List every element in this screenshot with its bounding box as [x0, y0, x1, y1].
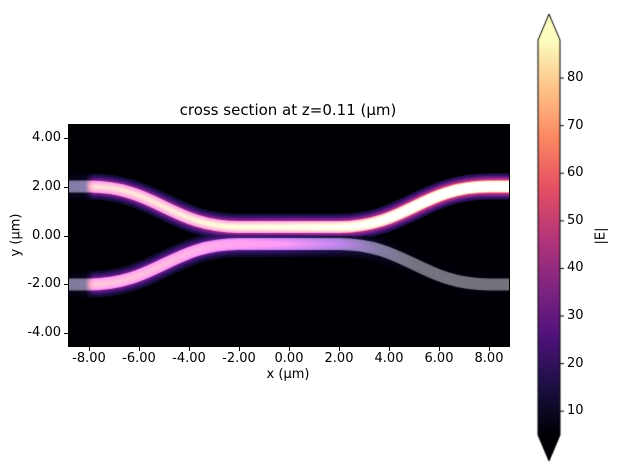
- y-tick-label: 4.00: [32, 129, 61, 145]
- colorbar-tick-label: 60: [567, 165, 584, 181]
- x-tick-label: 4.00: [374, 351, 404, 366]
- x-tick-mark: [389, 347, 390, 351]
- colorbar-tick-label: 50: [567, 212, 584, 228]
- x-tick-label: -6.00: [122, 351, 156, 366]
- y-tick-label: -2.00: [27, 276, 61, 292]
- x-tick-label: 2.00: [324, 351, 354, 366]
- y-tick-label: 2.00: [32, 178, 61, 194]
- y-tick-mark: [64, 235, 68, 237]
- x-tick-mark: [139, 347, 140, 351]
- x-tick-mark: [489, 347, 490, 351]
- y-tick-mark: [64, 333, 68, 335]
- heatmap-plot-area: [68, 124, 510, 347]
- colorbar-tick-label: 80: [567, 70, 584, 86]
- x-tick-label: -2.00: [222, 351, 256, 366]
- y-tick-mark: [64, 284, 68, 286]
- x-tick-label: -8.00: [72, 351, 106, 366]
- plot-title: cross section at z=0.11 (μm): [179, 101, 397, 119]
- x-tick-label: 6.00: [424, 351, 454, 366]
- colorbar-tick-label: 10: [567, 403, 584, 419]
- y-tick-label: 0.00: [32, 227, 61, 243]
- colorbar-label: |E|: [593, 227, 609, 245]
- x-tick-mark: [289, 347, 290, 351]
- x-tick-mark: [439, 347, 440, 351]
- x-tick-label: 0.00: [274, 351, 304, 366]
- x-tick-mark: [189, 347, 190, 351]
- colorbar-tick-label: 40: [567, 260, 584, 276]
- heatmap-canvas: [69, 125, 509, 346]
- x-tick-mark: [239, 347, 240, 351]
- colorbar-tick-label: 30: [567, 308, 584, 324]
- colorbar-tick-label: 70: [567, 117, 584, 133]
- x-tick-label: -4.00: [172, 351, 206, 366]
- y-tick-label: -4.00: [27, 325, 61, 341]
- x-tick-label: 8.00: [474, 351, 504, 366]
- colorbar-canvas: [536, 6, 566, 466]
- y-tick-mark: [64, 186, 68, 188]
- y-tick-mark: [64, 137, 68, 139]
- colorbar-tick-label: 20: [567, 355, 584, 371]
- x-tick-mark: [339, 347, 340, 351]
- x-tick-mark: [89, 347, 90, 351]
- x-axis-label: x (μm): [266, 367, 310, 382]
